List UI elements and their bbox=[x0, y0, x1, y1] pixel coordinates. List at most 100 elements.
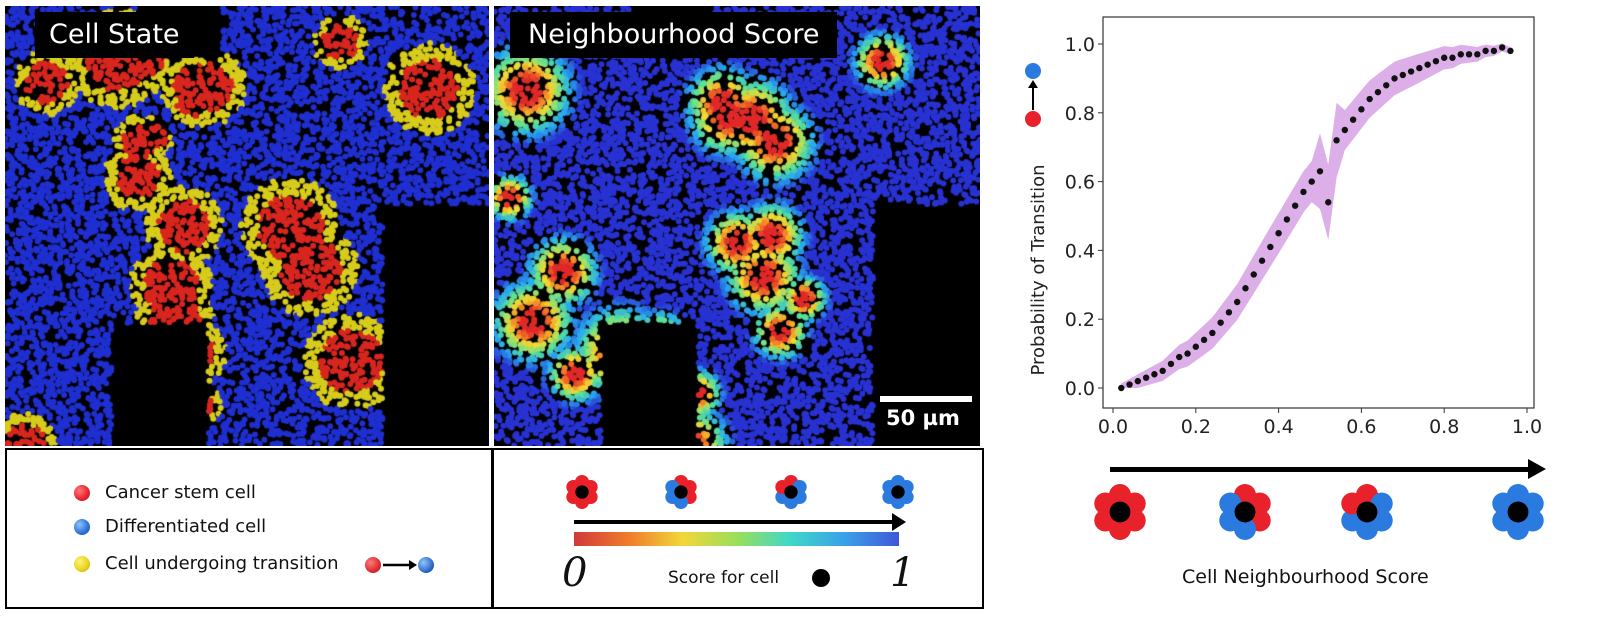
data-point bbox=[1316, 168, 1324, 175]
differentiated-cell-icon bbox=[74, 519, 90, 535]
neighbourhood-flower-scale bbox=[1094, 484, 1544, 540]
y-axis-title: Probability of Transition bbox=[1028, 165, 1049, 376]
x-tick-label: 0.2 bbox=[1181, 416, 1211, 438]
data-point bbox=[1432, 58, 1440, 65]
y-axis-blue-cell-icon bbox=[1025, 63, 1041, 79]
data-point bbox=[1250, 271, 1257, 278]
transition-probability-chart: 0.0 0.2 0.4 0.6 0.8 1.0 0.0 0.2 0.4 0.6 0.8 1.0 Pr… bbox=[1025, 16, 1542, 438]
neighbourhood-score-canvas bbox=[494, 6, 980, 446]
data-point bbox=[1126, 381, 1133, 388]
neighbourhood-flower-icons bbox=[566, 475, 914, 509]
data-point bbox=[1441, 54, 1448, 61]
scale-bar bbox=[880, 396, 972, 402]
data-points bbox=[1118, 44, 1514, 392]
x-tick-label: 0.4 bbox=[1263, 416, 1293, 438]
data-point bbox=[1325, 199, 1332, 206]
cell-state-canvas bbox=[5, 6, 489, 446]
score-cell-icon bbox=[812, 569, 830, 587]
neighbourhood-score-image: Neighbourhood Score 50 µm bbox=[494, 6, 980, 446]
x-axis-ticks: 0.0 0.2 0.4 0.6 0.8 1.0 bbox=[1098, 408, 1542, 438]
data-point bbox=[1349, 116, 1357, 123]
score-caption: Score for cell bbox=[668, 568, 780, 588]
red-to-blue-transition-icon bbox=[365, 557, 434, 573]
data-point bbox=[1234, 298, 1241, 306]
x-tick-label: 1.0 bbox=[1512, 416, 1542, 438]
data-point bbox=[1192, 343, 1199, 350]
data-point bbox=[1159, 367, 1166, 374]
neighbourhood-flower-icon bbox=[665, 475, 697, 509]
data-point bbox=[1424, 61, 1431, 68]
data-point bbox=[1366, 95, 1373, 103]
y-tick-label: 0.4 bbox=[1065, 240, 1095, 262]
data-point bbox=[1258, 257, 1266, 264]
transition-cell-icon bbox=[74, 556, 90, 572]
data-point bbox=[1498, 44, 1506, 51]
neighbourhood-flower-icon bbox=[882, 475, 914, 509]
data-point bbox=[1407, 68, 1415, 75]
neighbourhood-flower-icon bbox=[1219, 484, 1271, 540]
data-point bbox=[1374, 88, 1382, 96]
data-point bbox=[1167, 360, 1175, 368]
y-axis-ticks: 0.0 0.2 0.4 0.6 0.8 1.0 bbox=[1065, 34, 1103, 400]
data-point bbox=[1482, 47, 1489, 55]
data-point bbox=[1209, 329, 1216, 337]
cell-state-legend: Cancer stem cell Differentiated cell Cel… bbox=[5, 448, 493, 609]
confidence-band-area bbox=[1121, 43, 1511, 389]
confidence-band bbox=[1121, 43, 1511, 389]
x-tick-label: 0.8 bbox=[1429, 416, 1459, 438]
data-point bbox=[1308, 178, 1315, 185]
data-point bbox=[1474, 51, 1481, 58]
y-tick-label: 0.6 bbox=[1065, 172, 1095, 194]
data-point bbox=[1507, 47, 1514, 55]
legend-label-transition-cell: Cell undergoing transition bbox=[105, 553, 339, 574]
score-arrow bbox=[574, 520, 894, 524]
neighbourhood-score-title: Neighbourhood Score bbox=[510, 12, 838, 58]
y-axis-red-cell-icon bbox=[1025, 111, 1041, 127]
data-point bbox=[1391, 75, 1398, 82]
cell-state-image: Cell State bbox=[5, 6, 489, 446]
data-point bbox=[1283, 216, 1291, 223]
neighbourhood-arrow bbox=[1110, 467, 1530, 472]
y-axis-up-arrow-head bbox=[1028, 80, 1038, 88]
data-point bbox=[1200, 336, 1208, 344]
neighbourhood-flower-icon bbox=[1094, 484, 1146, 540]
x-tick-label: 0.0 bbox=[1098, 416, 1128, 438]
score-arrow-head bbox=[892, 513, 906, 531]
data-point bbox=[1184, 350, 1191, 357]
data-point bbox=[1465, 51, 1473, 58]
neighbourhood-flower-icon bbox=[775, 475, 807, 509]
data-point bbox=[1399, 71, 1406, 79]
data-point bbox=[1225, 309, 1233, 316]
cancer-stem-cell-icon bbox=[74, 485, 90, 501]
neighbourhood-flower-icon bbox=[1341, 484, 1393, 540]
data-point bbox=[1449, 54, 1456, 61]
data-point bbox=[1118, 384, 1125, 392]
y-tick-label: 0.8 bbox=[1065, 103, 1095, 125]
neighbourhood-flower-icon bbox=[1492, 484, 1544, 540]
scale-bar-label: 50 µm bbox=[886, 406, 960, 430]
data-point bbox=[1333, 137, 1340, 144]
y-tick-label: 1.0 bbox=[1065, 34, 1095, 56]
data-point bbox=[1383, 82, 1390, 89]
x-axis-title: Cell Neighbourhood Score bbox=[1182, 566, 1429, 588]
data-point bbox=[1242, 285, 1249, 292]
data-point bbox=[1416, 64, 1423, 72]
x-tick-label: 0.6 bbox=[1346, 416, 1376, 438]
y-tick-label: 0.2 bbox=[1065, 309, 1095, 331]
data-point bbox=[1490, 47, 1498, 55]
legend-label-differentiated-cell: Differentiated cell bbox=[105, 516, 267, 537]
data-point bbox=[1358, 106, 1365, 113]
data-point bbox=[1300, 188, 1307, 196]
score-max-label: 1 bbox=[890, 550, 916, 596]
data-point bbox=[1341, 126, 1349, 134]
data-point bbox=[1151, 371, 1158, 378]
y-tick-label: 0.0 bbox=[1065, 378, 1095, 400]
data-point bbox=[1457, 51, 1464, 58]
data-point bbox=[1217, 319, 1224, 326]
data-point bbox=[1176, 353, 1183, 361]
data-point bbox=[1275, 230, 1282, 237]
score-legend: 0 Score for cell 1 bbox=[492, 448, 984, 609]
score-colorbar bbox=[574, 532, 899, 546]
plot-frame bbox=[1102, 16, 1535, 409]
score-min-label: 0 bbox=[562, 550, 588, 596]
